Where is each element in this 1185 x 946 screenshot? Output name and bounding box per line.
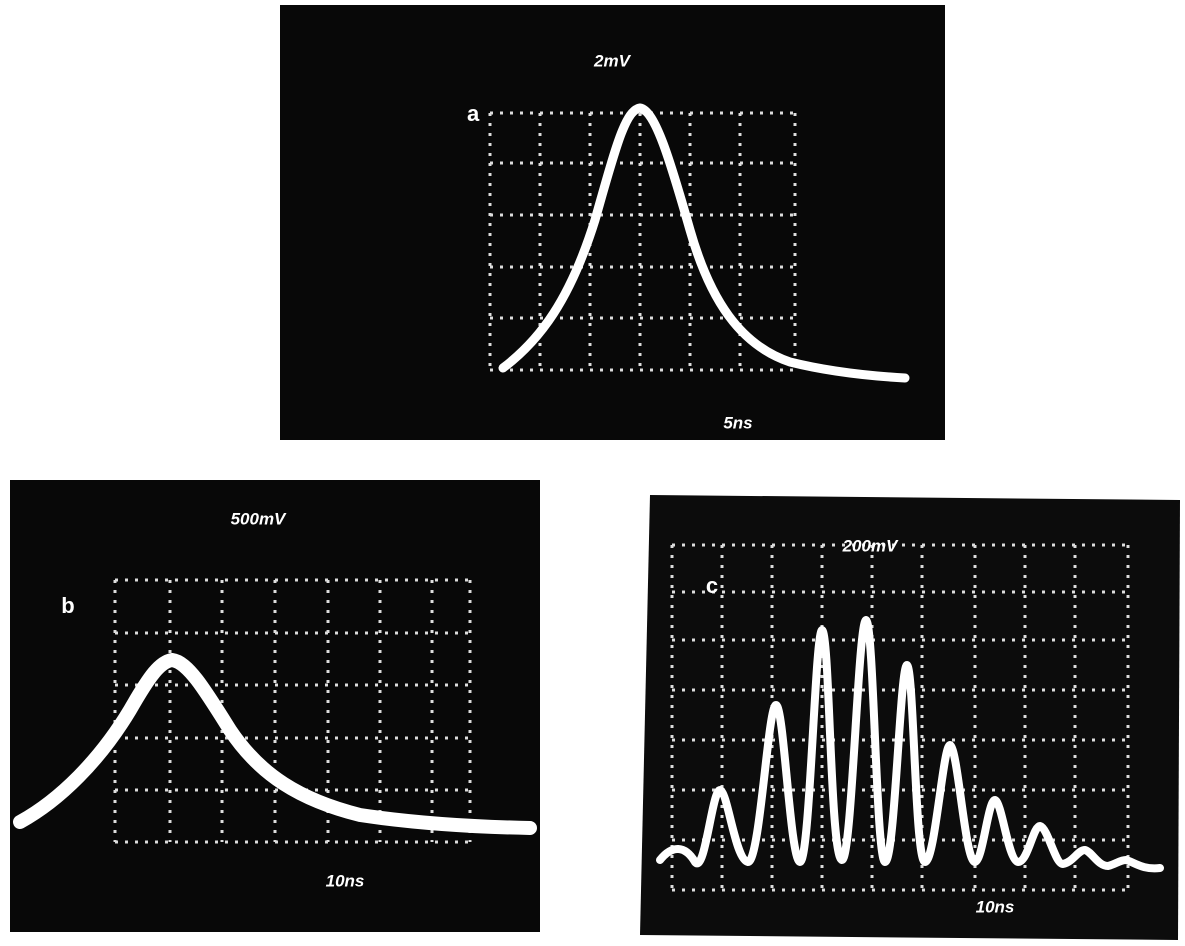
horizontal-scale: 5ns <box>723 413 752 432</box>
trace <box>656 616 1164 873</box>
vertical-scale: 200mV <box>842 536 899 555</box>
panel-b: b 500mV 10ns <box>10 480 540 932</box>
vertical-scale: 500mV <box>231 509 287 528</box>
vertical-scale: 2mV <box>593 51 632 70</box>
horizontal-scale: 10ns <box>976 897 1015 916</box>
panel-c: c 200mV 10ns <box>640 495 1180 940</box>
panel-label: c <box>706 573 718 598</box>
trace <box>13 653 537 835</box>
panel-label: a <box>467 101 480 126</box>
panel-label: b <box>61 593 74 618</box>
panel-a: a 2mV 5ns <box>280 5 945 440</box>
screen <box>10 480 540 932</box>
trace <box>498 103 910 383</box>
horizontal-scale: 10ns <box>326 871 365 890</box>
